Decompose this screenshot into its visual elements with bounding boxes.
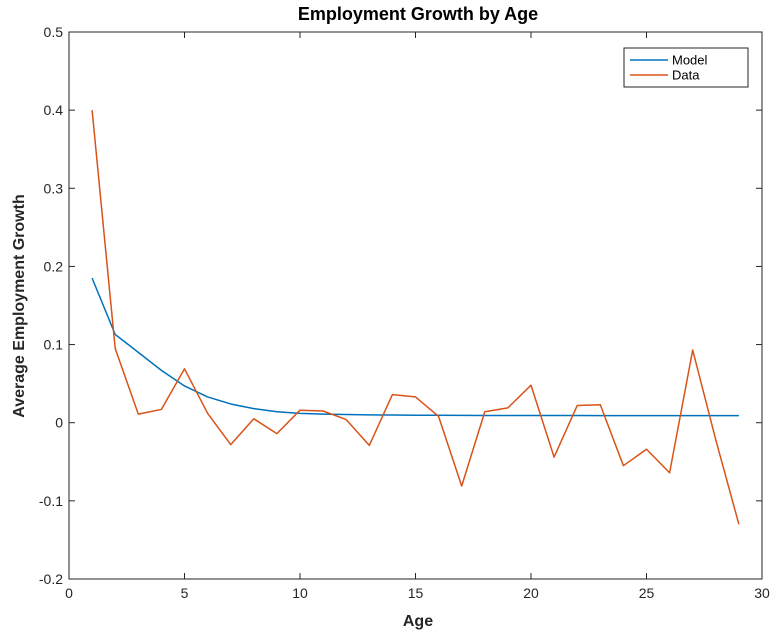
x-tick-label: 25	[639, 585, 655, 601]
x-tick-label: 30	[754, 585, 770, 601]
y-tick-label: 0.4	[44, 102, 64, 118]
x-tick-label: 0	[65, 585, 73, 601]
legend-box	[623, 47, 749, 88]
series-line-data	[91, 110, 740, 525]
legend: Model Data	[623, 47, 749, 88]
y-tick-label: 0.5	[44, 24, 64, 40]
x-tick-label: 10	[292, 585, 308, 601]
x-axis-label: Age	[403, 613, 433, 630]
y-tick-label: 0.3	[44, 180, 64, 196]
series-line-model	[91, 277, 739, 417]
series-lines	[91, 110, 740, 525]
x-tick-label: 5	[181, 585, 189, 601]
chart-title: Employment Growth by Age	[298, 4, 538, 24]
y-axis-label: Average Employment Growth	[11, 194, 28, 417]
y-tick-label: 0.2	[44, 258, 64, 274]
y-tick-label: 0	[55, 415, 63, 431]
x-tick-label: 15	[408, 585, 424, 601]
x-tick-label: 20	[523, 585, 539, 601]
legend-label-data: Data	[672, 68, 700, 83]
y-tick-label: 0.1	[44, 337, 64, 353]
y-tick-label: -0.1	[39, 493, 63, 509]
y-axis: -0.2 -0.1 0 0.1 0.2 0.3 0.4 0.5	[39, 24, 762, 587]
legend-label-model: Model	[672, 53, 708, 68]
y-tick-label: -0.2	[39, 571, 63, 587]
x-axis: 0 5 10 15 20 25 30	[65, 32, 770, 601]
plot-area	[68, 31, 763, 580]
